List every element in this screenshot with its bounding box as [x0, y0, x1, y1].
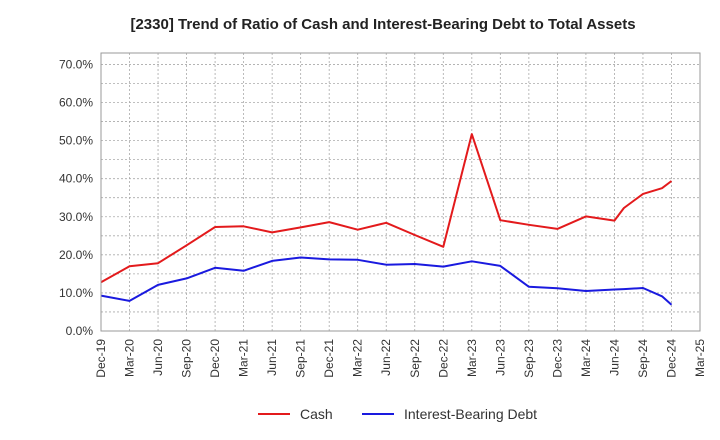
y-tick-label: 60.0%	[59, 96, 93, 110]
x-tick-label: Sep-24	[636, 339, 650, 378]
y-tick-label: 40.0%	[59, 172, 93, 186]
x-tick-label: Sep-21	[294, 339, 308, 378]
series-lines	[100, 133, 673, 306]
x-tick-label: Mar-24	[579, 339, 593, 377]
y-tick-label: 70.0%	[59, 57, 93, 71]
y-tick-label: 10.0%	[59, 286, 93, 300]
x-tick-label: Dec-24	[664, 339, 678, 378]
chart-title: [2330] Trend of Ratio of Cash and Intere…	[130, 16, 635, 33]
x-tick-label: Mar-20	[123, 339, 137, 377]
x-tick-label: Sep-22	[408, 339, 422, 378]
x-tick-label: Jun-20	[151, 339, 165, 376]
x-tick-label: Mar-23	[465, 339, 479, 377]
x-tick-label: Sep-20	[180, 339, 194, 378]
y-tick-label: 20.0%	[59, 248, 93, 262]
x-tick-label: Jun-21	[265, 339, 279, 376]
legend: Cash Interest-Bearing Debt	[258, 406, 537, 422]
x-tick-label: Mar-22	[351, 339, 365, 377]
x-tick-label: Dec-22	[436, 339, 450, 378]
x-axis-ticks: Dec-19 Mar-20 Jun-20 Sep-20 Dec-20 Mar-21 Jun-…	[94, 339, 707, 378]
y-tick-label: 0.0%	[66, 324, 94, 338]
y-tick-label: 50.0%	[59, 134, 93, 148]
x-tick-label: Dec-19	[94, 339, 108, 378]
plot-frame	[100, 52, 701, 332]
cash-legend-label: Cash	[300, 406, 333, 422]
cash-line	[100, 133, 673, 284]
x-tick-label: Mar-25	[693, 339, 707, 377]
x-tick-label: Sep-23	[522, 339, 536, 378]
x-tick-label: Dec-23	[550, 339, 564, 378]
x-tick-label: Jun-23	[493, 339, 507, 376]
interest-bearing-debt-legend-label: Interest-Bearing Debt	[404, 406, 537, 422]
y-axis-ticks: 0.0% 10.0% 20.0% 30.0% 40.0% 50.0% 60.0% 70.0%	[59, 57, 93, 338]
x-tick-label: Jun-22	[379, 339, 393, 376]
x-tick-label: Dec-21	[322, 339, 336, 378]
x-tick-label: Jun-24	[607, 339, 621, 376]
x-tick-label: Dec-20	[208, 339, 222, 378]
interest-bearing-debt-line	[100, 256, 673, 306]
x-tick-label: Mar-21	[237, 339, 251, 377]
y-tick-label: 30.0%	[59, 210, 93, 224]
